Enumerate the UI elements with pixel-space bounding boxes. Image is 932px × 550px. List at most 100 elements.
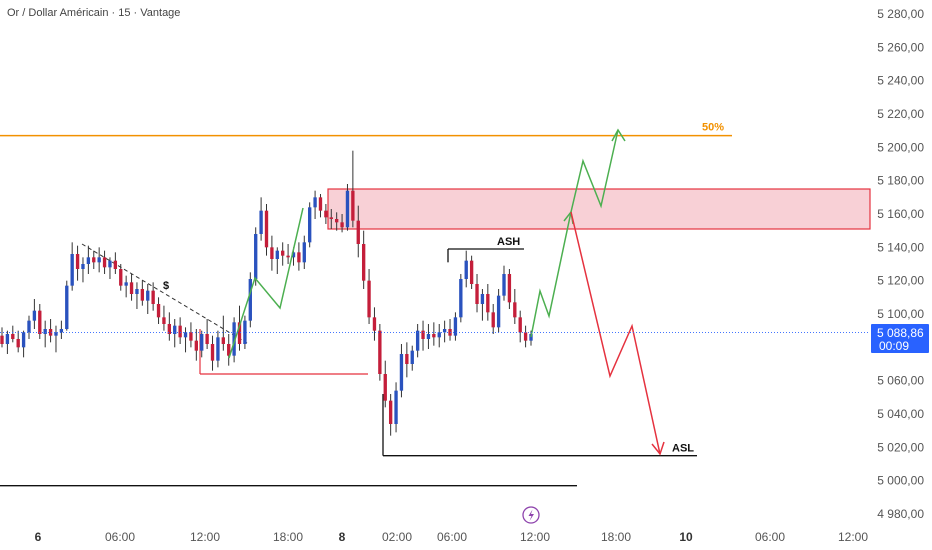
candle-body (16, 339, 20, 348)
y-tick-label: 5 140,00 (877, 240, 924, 254)
candle-body (308, 207, 312, 243)
candle-body (399, 354, 404, 391)
y-tick-label: 5 280,00 (877, 7, 924, 21)
y-tick-label: 5 160,00 (877, 207, 924, 221)
candle-body (410, 350, 414, 364)
candle-body (518, 317, 522, 333)
candle-body (21, 332, 26, 348)
candle-body (372, 317, 377, 331)
candle-body (529, 334, 533, 341)
candle-body (232, 322, 236, 356)
candle-body (432, 334, 436, 338)
candle-body (210, 344, 215, 361)
projection-bullish-path (530, 129, 619, 338)
candle-body (469, 260, 474, 284)
candle-body (513, 302, 517, 318)
candle-body (318, 197, 323, 211)
candle-body (281, 250, 285, 256)
lightning-icon[interactable] (522, 506, 540, 524)
chart-title: Or / Dollar Américain · 15 · Vantage (7, 7, 180, 19)
candle-body (383, 374, 387, 401)
candle-body (183, 332, 188, 338)
candle-body (351, 190, 355, 221)
candle-body (486, 294, 490, 313)
candle-body (227, 344, 231, 356)
current-price-badge: 5 088,86 00:09 (871, 324, 929, 353)
y-tick-label: 5 200,00 (877, 140, 924, 154)
candle-body (507, 274, 512, 303)
x-tick-label: 10 (679, 530, 693, 544)
x-tick-label: 06:00 (755, 530, 785, 544)
y-tick-label: 5 240,00 (877, 74, 924, 88)
time-axis[interactable]: 6 06:00 12:00 18:00 8 02:00 06:00 12:00 18:00 10 0… (35, 530, 869, 544)
candle-body (464, 260, 468, 279)
candle-body (442, 329, 447, 333)
supply-zone (327, 188, 871, 230)
candle-body (108, 260, 112, 268)
candle-body (361, 244, 366, 281)
fifty-percent-label: 50% (702, 122, 724, 134)
candle-body (86, 257, 91, 264)
price-badge-countdown: 00:09 (879, 339, 909, 353)
candle-body (286, 255, 290, 258)
candle-body (75, 254, 80, 269)
x-tick-label: 8 (339, 530, 346, 544)
candle-body (59, 329, 64, 333)
candle-body (216, 337, 220, 361)
y-tick-label: 5 000,00 (877, 474, 924, 488)
candle-body (270, 247, 274, 259)
candle-body (491, 312, 495, 328)
candle-body (264, 210, 269, 248)
price-axis[interactable]: 5 280,00 5 260,00 5 240,00 5 220,00 5 200,00… (877, 7, 924, 521)
candle-body (194, 340, 198, 351)
candle-body (453, 317, 458, 336)
x-tick-label: 06:00 (105, 530, 135, 544)
candle-body (502, 274, 506, 296)
y-tick-label: 5 040,00 (877, 407, 924, 421)
y-tick-label: 5 060,00 (877, 374, 924, 388)
candle-body (5, 334, 10, 344)
bearish-arrowhead (651, 441, 665, 456)
candle-body (65, 285, 69, 329)
candle-body (329, 217, 333, 219)
ash-label: ASH (497, 236, 520, 248)
candle-body (156, 304, 161, 318)
candles (0, 150, 533, 436)
candle-body (356, 220, 360, 244)
candle-body (0, 335, 4, 344)
candle-body (340, 222, 344, 228)
candle-body (140, 289, 145, 301)
candle-body (11, 334, 15, 339)
candle-body (421, 330, 425, 339)
candle-body (162, 317, 166, 324)
candle-body (81, 264, 85, 269)
candle-body (205, 334, 209, 344)
candle-body (178, 325, 182, 338)
candle-body (324, 210, 328, 218)
x-tick-label: 02:00 (382, 530, 412, 544)
candle-body (459, 279, 463, 318)
candle-body (32, 310, 37, 321)
candle-body (48, 329, 53, 336)
candle-body (388, 400, 393, 424)
candle-body (475, 284, 479, 304)
candle-body (43, 329, 47, 334)
dollar-annotation: $ (163, 280, 169, 292)
candle-body (297, 252, 301, 263)
x-tick-label: 18:00 (601, 530, 631, 544)
candle-body (135, 289, 139, 294)
past-green-path (228, 207, 304, 359)
candle-body (70, 254, 74, 286)
y-tick-label: 5 180,00 (877, 174, 924, 188)
y-tick-label: 5 260,00 (877, 40, 924, 54)
dashed-trendline (81, 243, 248, 344)
bullish-arrowhead-2 (611, 128, 626, 142)
candle-body (129, 282, 134, 294)
candle-body (167, 324, 172, 334)
candle-body (437, 332, 441, 338)
x-tick-label: 12:00 (520, 530, 550, 544)
candle-body (38, 310, 42, 334)
y-tick-label: 5 100,00 (877, 307, 924, 321)
candle-body (302, 242, 306, 263)
